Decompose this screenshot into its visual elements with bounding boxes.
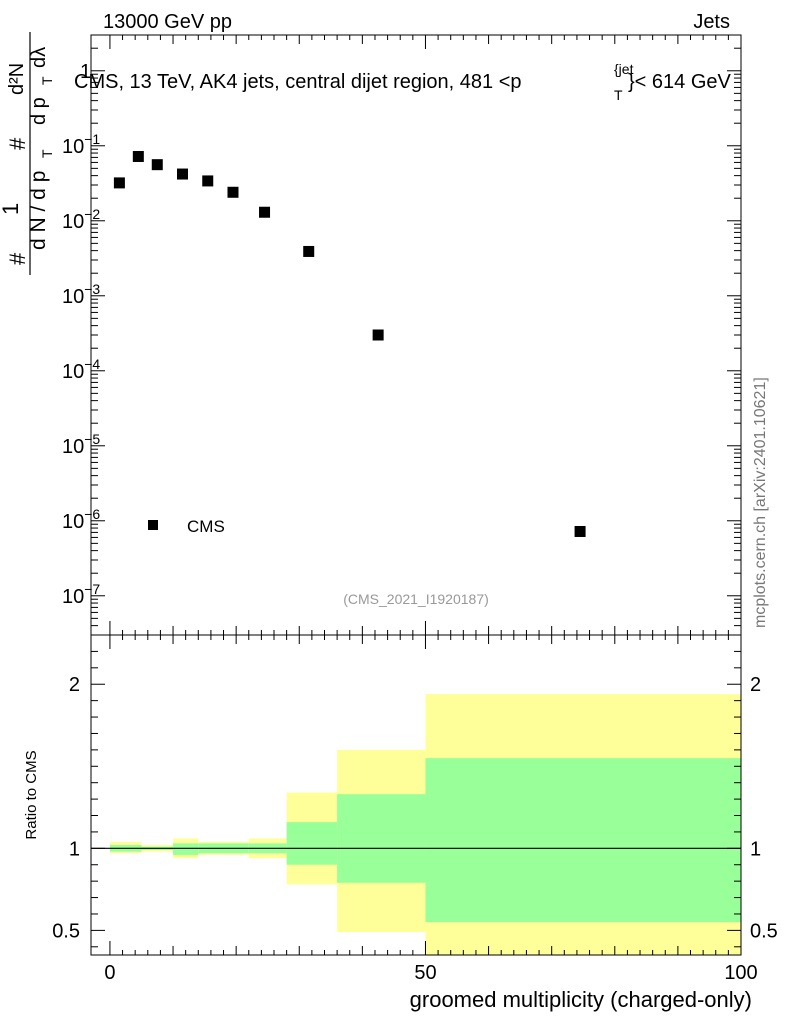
main-plot-frame xyxy=(90,34,742,636)
plot-title: CMS, 13 TeV, AK4 jets, central dijet reg… xyxy=(74,61,732,103)
title-tail-text: }< 614 GeV xyxy=(628,71,732,93)
y-label-den-sub: T xyxy=(39,149,55,158)
data-point xyxy=(113,177,125,189)
title-subscript: T xyxy=(614,87,623,103)
ratio-y-tick-label: 2 xyxy=(69,674,80,696)
ratio-y-tick-label-right: 1 xyxy=(750,838,761,860)
data-point xyxy=(259,206,271,218)
y-label-den2-tail: dλ xyxy=(28,47,50,68)
main-y-tick-label: 1 xyxy=(80,61,91,83)
main-y-tick-label: 10−2 xyxy=(62,206,100,233)
data-point xyxy=(372,329,384,341)
ratio-band-inner xyxy=(286,822,338,865)
y-label-den2-sub: T xyxy=(39,76,55,85)
y-label-hash2: # xyxy=(5,137,30,150)
main-y-tick-label: 10−5 xyxy=(62,431,100,458)
ratio-y-tick-label: 1 xyxy=(69,838,80,860)
legend: CMS xyxy=(148,517,225,536)
y-label-den2: d p xyxy=(28,97,50,125)
main-y-tick-label: 10−3 xyxy=(62,281,100,308)
ratio-axes: 2 2 1 1 0.5 0.5 0 50 100 xyxy=(52,634,778,984)
header-energy-label: 13000 GeV pp xyxy=(103,11,232,33)
x-axis-label: groomed multiplicity (charged-only) xyxy=(410,987,752,1012)
main-y-axis-label: # 1 d N / d p T # d²N d p T dλ xyxy=(0,32,55,275)
y-label-num2: d²N xyxy=(6,63,28,95)
main-y-tick-label: 10−7 xyxy=(62,581,100,608)
data-point xyxy=(132,150,144,162)
watermark: mcplots.cern.ch [arXiv:2401.10621] xyxy=(752,377,769,628)
ratio-bands xyxy=(109,694,741,955)
header-process-label: Jets xyxy=(693,11,730,33)
y-label-den: d N / d p xyxy=(27,171,50,250)
main-data-points xyxy=(113,150,586,537)
main-y-tick-label: 10−1 xyxy=(62,131,100,158)
analysis-id: (CMS_2021_I1920187) xyxy=(343,591,489,607)
main-y-tick-label: 10−6 xyxy=(62,506,100,533)
data-point xyxy=(202,175,214,187)
ratio-band-inner xyxy=(337,794,426,883)
title-superscript: {jet xyxy=(614,61,634,77)
data-point xyxy=(151,159,163,171)
title-main-text: CMS, 13 TeV, AK4 jets, central dijet reg… xyxy=(74,71,522,93)
main-y-tick-label: 10−4 xyxy=(62,356,100,383)
ratio-band-inner xyxy=(425,758,741,923)
ratio-plot-frame xyxy=(90,634,742,956)
data-point xyxy=(227,186,239,198)
ratio-y-tick-label-right: 2 xyxy=(750,674,761,696)
ratio-y-tick-label-right: 0.5 xyxy=(750,920,778,942)
main-axes: 1 10−1 10−2 10−3 10−4 10−5 10−6 10−7 xyxy=(62,34,742,636)
legend-marker-cms xyxy=(148,520,158,530)
legend-label-cms: CMS xyxy=(187,517,225,536)
x-tick-label: 100 xyxy=(724,962,757,984)
x-tick-label: 0 xyxy=(104,962,115,984)
data-point xyxy=(574,525,586,537)
y-label-hash: # xyxy=(5,252,30,265)
data-point xyxy=(303,245,315,257)
ratio-y-tick-label: 0.5 xyxy=(52,920,80,942)
data-point xyxy=(177,168,189,180)
ratio-y-axis-label: Ratio to CMS xyxy=(23,750,40,839)
y-label-one: 1 xyxy=(0,203,23,215)
x-tick-label: 50 xyxy=(414,962,436,984)
ratio-band-inner xyxy=(173,843,199,855)
